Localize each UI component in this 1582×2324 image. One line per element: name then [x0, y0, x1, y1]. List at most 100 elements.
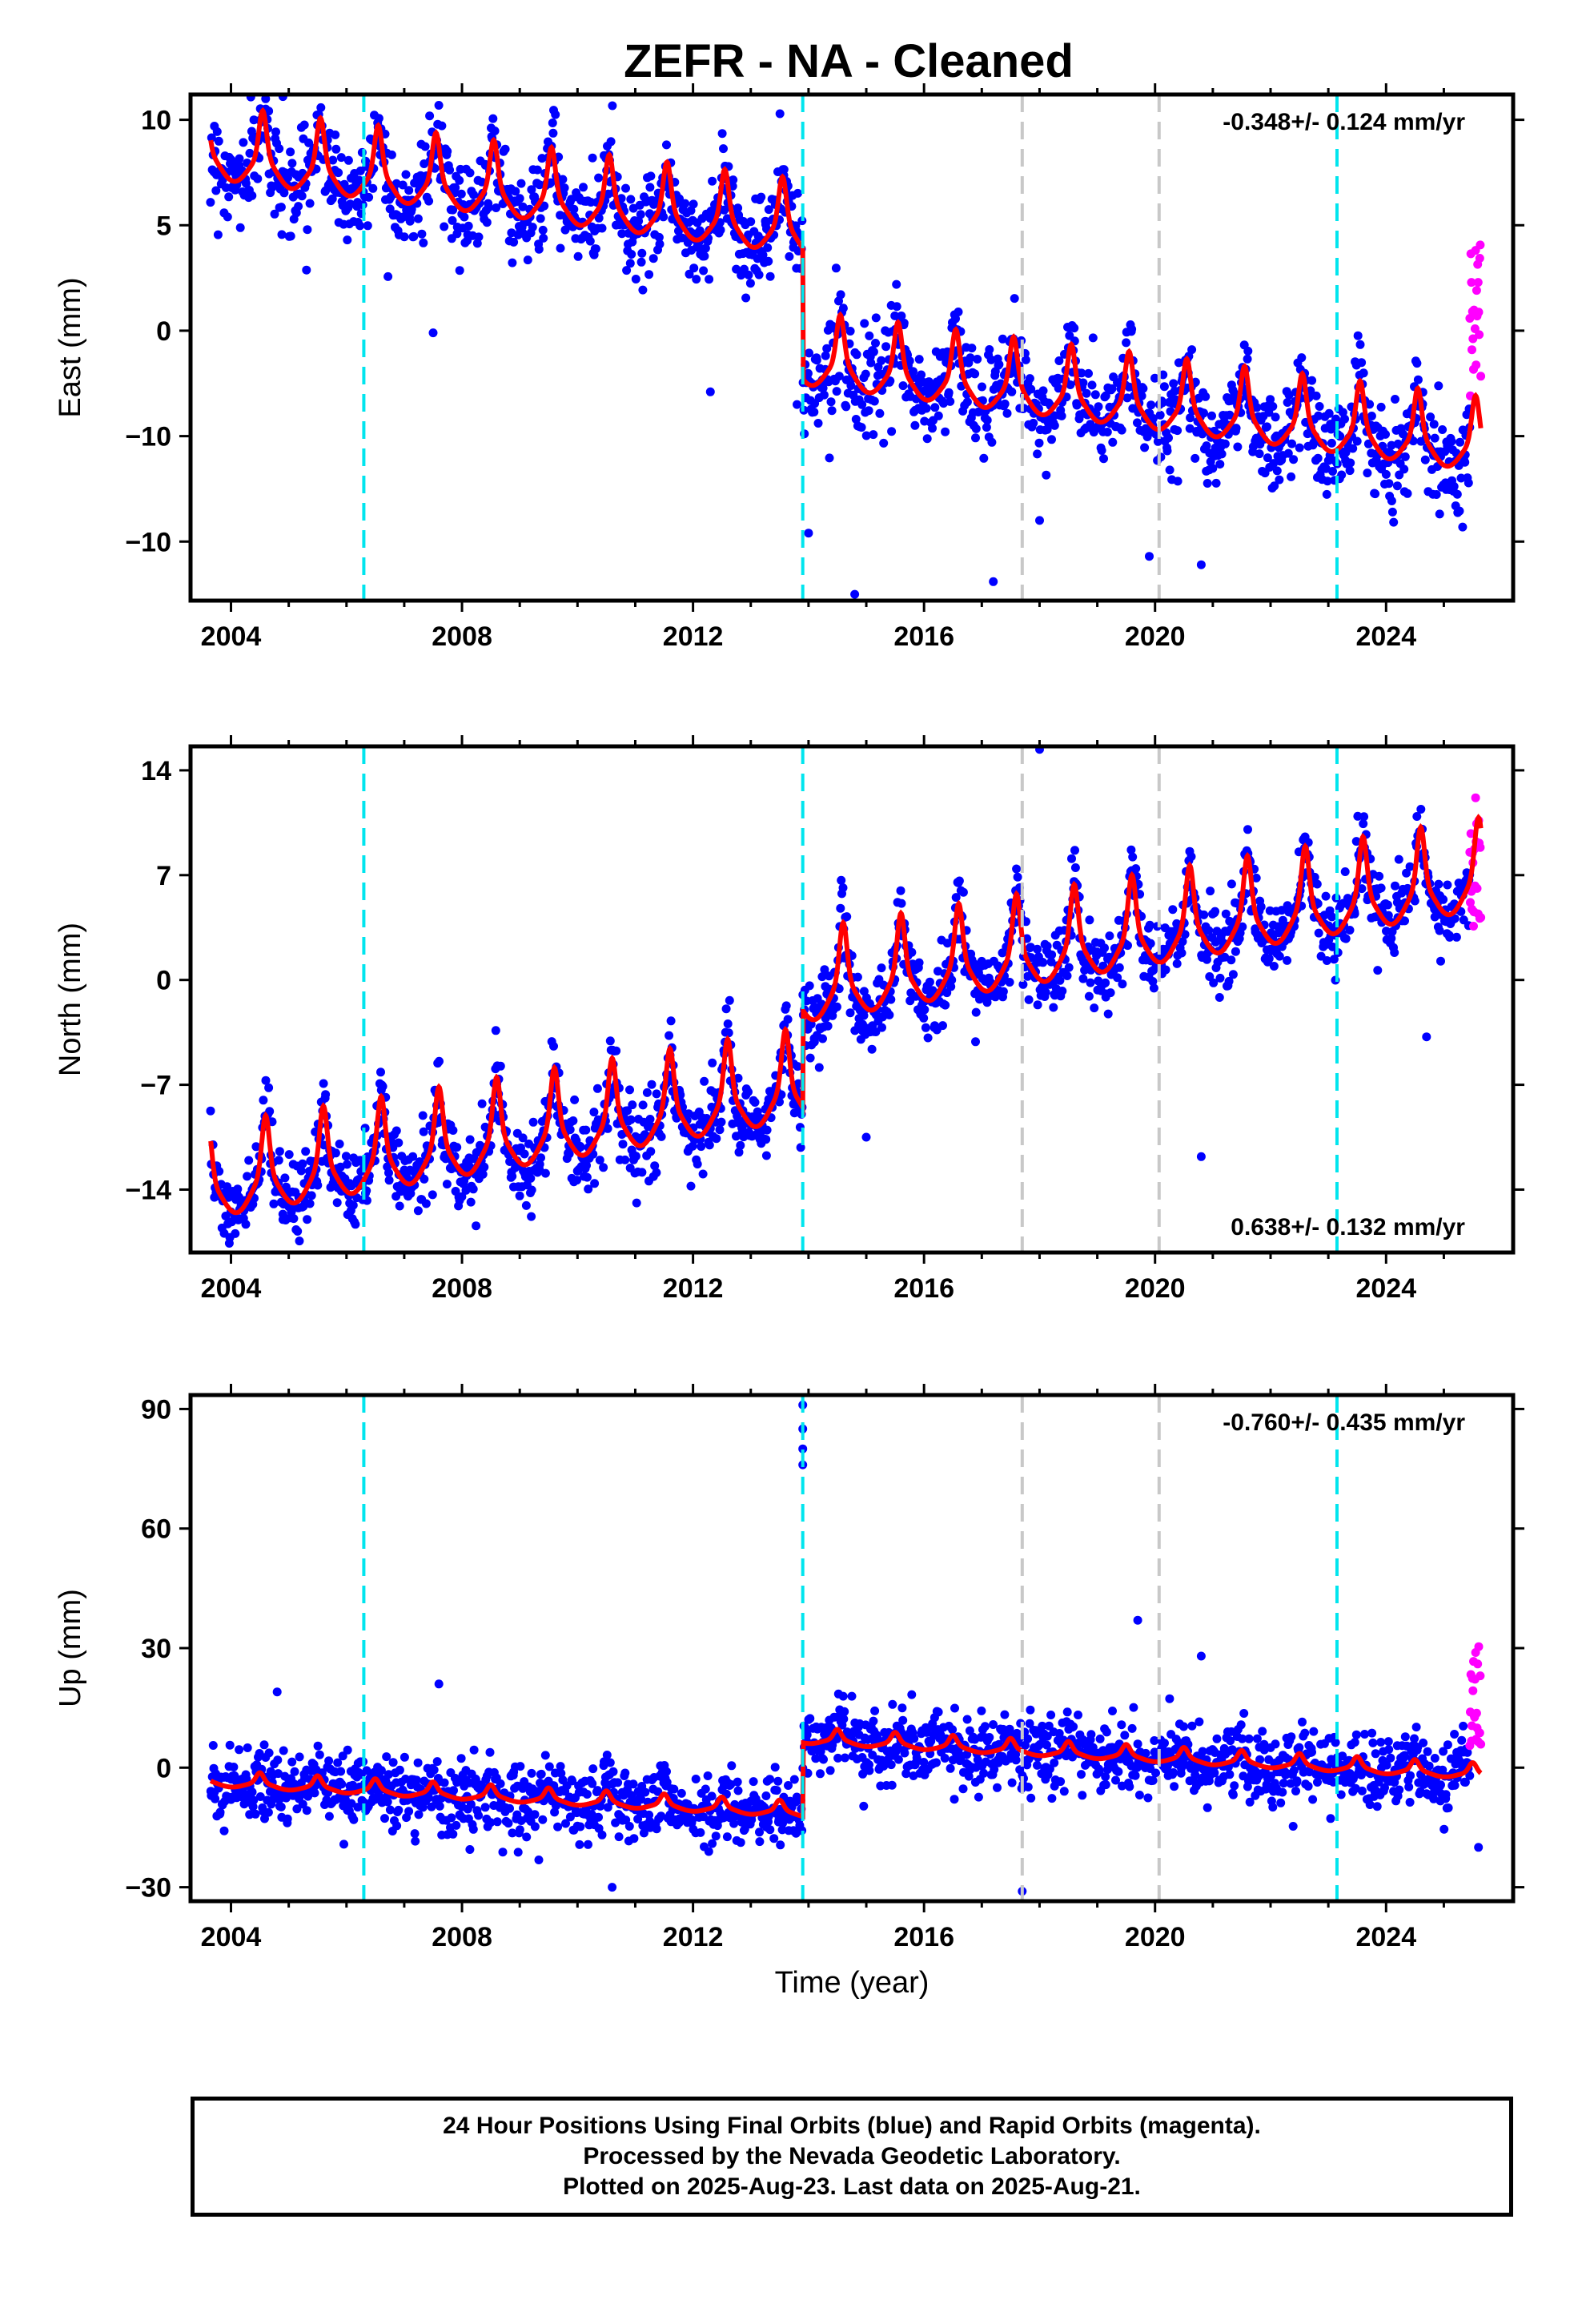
- data-point: [324, 1811, 334, 1821]
- data-point: [582, 1160, 591, 1170]
- data-point: [1042, 1731, 1052, 1741]
- data-point: [1195, 1717, 1204, 1727]
- data-point: [460, 212, 469, 222]
- data-point: [1376, 402, 1386, 412]
- data-point: [1159, 382, 1169, 392]
- data-point: [865, 1766, 874, 1775]
- data-point: [993, 1783, 1002, 1792]
- data-point: [967, 344, 977, 353]
- data-point: [589, 1108, 599, 1117]
- data-point: [1400, 452, 1410, 461]
- data-point: [206, 1106, 215, 1116]
- x-tick-label: 2008: [432, 1273, 492, 1304]
- data-point: [343, 1745, 352, 1755]
- data-point: [881, 342, 891, 352]
- data-point: [261, 1076, 271, 1085]
- data-point: [445, 165, 455, 175]
- data-point: [556, 243, 565, 253]
- data-point: [1434, 879, 1443, 889]
- data-point: [914, 355, 924, 364]
- data-point: [917, 370, 926, 380]
- data-point: [1341, 934, 1351, 943]
- data-point: [982, 423, 991, 432]
- data-point: [405, 216, 415, 226]
- data-point: [509, 237, 519, 247]
- data-point: [834, 372, 844, 381]
- data-point: [247, 191, 257, 200]
- data-point: [383, 271, 393, 281]
- data-point: [1217, 449, 1227, 459]
- data-point: [1381, 469, 1391, 479]
- data-point: [1392, 481, 1402, 491]
- data-point: [355, 175, 364, 185]
- data-point: [1114, 1767, 1123, 1776]
- data-point: [625, 259, 635, 268]
- data-point: [700, 1076, 709, 1086]
- data-point: [455, 266, 464, 275]
- data-point: [408, 1152, 418, 1161]
- data-point: [875, 408, 885, 418]
- data-point: [347, 1181, 356, 1191]
- data-point: [427, 1802, 436, 1811]
- data-point: [328, 155, 338, 165]
- data-point: [537, 154, 547, 163]
- data-point: [466, 1197, 476, 1207]
- data-point: [705, 1140, 714, 1150]
- data-point: [1064, 963, 1074, 972]
- data-point: [540, 1751, 550, 1760]
- data-point: [1198, 1747, 1207, 1756]
- data-point: [500, 144, 510, 154]
- rapid-orbit-point: [1468, 334, 1478, 344]
- data-point: [1439, 895, 1448, 904]
- data-point: [1420, 455, 1430, 464]
- data-point: [1097, 446, 1106, 455]
- data-point: [498, 1848, 508, 1857]
- data-point: [1078, 1791, 1087, 1800]
- data-point: [866, 358, 876, 368]
- data-point: [1452, 489, 1462, 499]
- data-point: [298, 1159, 307, 1168]
- data-point: [1168, 905, 1178, 915]
- plot-frame: [188, 92, 1516, 603]
- data-point: [1158, 370, 1168, 380]
- data-point: [741, 293, 751, 303]
- data-point: [440, 1778, 449, 1787]
- data-point: [527, 1768, 536, 1778]
- data-point: [734, 1148, 744, 1157]
- data-point: [858, 1769, 868, 1779]
- data-point: [1047, 950, 1057, 959]
- data-point: [1221, 909, 1231, 919]
- rapid-orbit-point: [1468, 345, 1476, 355]
- data-point: [1271, 412, 1280, 422]
- data-point: [1124, 382, 1134, 392]
- data-point: [401, 170, 411, 179]
- data-point: [421, 1199, 431, 1208]
- data-point: [1199, 408, 1208, 418]
- data-point: [696, 1827, 705, 1837]
- data-point: [608, 1767, 618, 1776]
- outlier-point: [1196, 1152, 1206, 1161]
- data-point: [484, 203, 493, 212]
- data-point: [912, 1753, 921, 1763]
- data-point: [293, 1227, 303, 1236]
- data-point: [727, 1761, 737, 1771]
- data-point: [951, 314, 960, 324]
- data-point: [565, 1125, 575, 1135]
- data-point: [1143, 1793, 1153, 1803]
- data-point: [1012, 864, 1022, 874]
- data-point: [779, 165, 789, 175]
- data-point: [1413, 375, 1423, 384]
- data-point: [1180, 930, 1190, 939]
- data-point: [761, 1791, 771, 1800]
- data-point: [1206, 887, 1215, 896]
- data-point: [1062, 971, 1072, 980]
- data-point: [418, 1111, 428, 1120]
- data-point: [1255, 449, 1264, 459]
- data-point: [620, 1155, 630, 1164]
- data-point: [652, 1824, 661, 1834]
- data-point: [321, 1090, 331, 1100]
- data-point: [1394, 854, 1403, 864]
- data-point: [826, 397, 836, 407]
- data-point: [857, 400, 867, 409]
